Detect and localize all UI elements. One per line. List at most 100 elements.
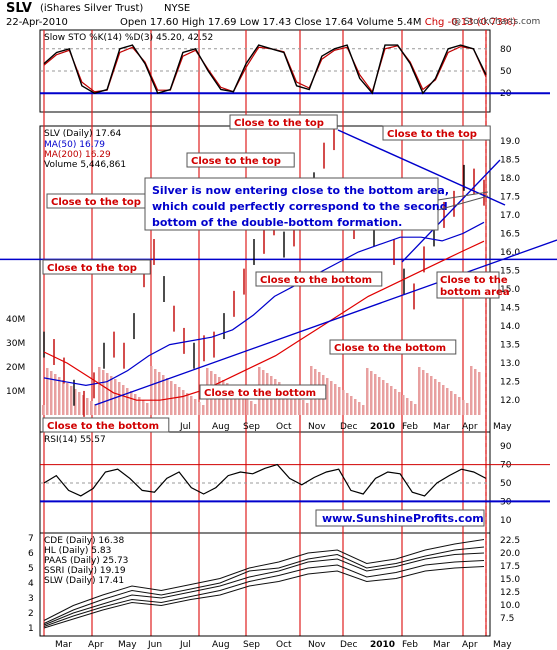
- note-pointer: [437, 191, 489, 201]
- stocks-legend-item: CDE (Daily) 16.38: [44, 536, 124, 546]
- volume-bar: [126, 388, 129, 415]
- volume-bar: [458, 397, 461, 415]
- volume-bar: [114, 379, 117, 415]
- volume-bar: [394, 389, 397, 415]
- price-x-tick: Apr: [462, 422, 478, 432]
- volume-bar: [454, 394, 457, 415]
- volume-bar: [230, 386, 233, 415]
- price-legend-item: MA(200) 16.29: [44, 150, 111, 160]
- volume-bar: [246, 398, 249, 415]
- volume-bar: [474, 369, 477, 415]
- note-pointer: [437, 195, 489, 211]
- annotation-text: Close to the top: [191, 156, 281, 167]
- volume-bar: [390, 386, 393, 415]
- volume-bar: [162, 375, 165, 415]
- annotation-text: Close to the top: [47, 263, 137, 274]
- quote-close: Close 17.64: [294, 17, 354, 28]
- rsi-tick-label: 50: [500, 479, 512, 489]
- stock-line: [43, 560, 485, 627]
- price-x-tick: May: [493, 422, 512, 432]
- price-tick-label: 17.5: [500, 192, 520, 202]
- annotation-box: [329, 339, 457, 355]
- stocks-x-tick: Aug: [212, 640, 230, 650]
- stocks-x-tick: 2010: [370, 640, 395, 650]
- volume-bar: [74, 389, 77, 415]
- price-tick-label: 15.5: [500, 267, 520, 277]
- price-x-tick: Aug: [212, 422, 230, 432]
- annotation-box: [186, 152, 295, 168]
- annotation-text: Close to the bottom: [204, 388, 316, 399]
- volume-bar: [342, 390, 345, 415]
- annotation-box: [382, 125, 491, 141]
- volume-bar: [254, 404, 257, 415]
- price-tick-label: 18.5: [500, 155, 520, 165]
- volume-bar: [466, 403, 469, 415]
- stocks-x-tick: Apr: [88, 640, 104, 650]
- price-tick-label: 15.0: [500, 285, 520, 295]
- stocks-legend-item: SSRI (Daily) 19.19: [44, 566, 126, 576]
- volume-bar: [462, 400, 465, 415]
- stocks-legend-item: HL (Daily) 5.83: [44, 546, 111, 556]
- center-note-box: [144, 177, 439, 231]
- price-tick-label: 19.0: [500, 137, 520, 147]
- stock-line: [43, 552, 485, 626]
- price-tick-label: 14.0: [500, 322, 520, 332]
- volume-bar: [194, 399, 197, 415]
- annotation-text: Close to the: [440, 275, 508, 286]
- volume-bar: [66, 383, 69, 415]
- stocks-left-tick: 2: [28, 609, 34, 619]
- volume-bar: [418, 367, 421, 415]
- volume-bar: [426, 373, 429, 415]
- stocks-right-tick: 7.5: [500, 614, 514, 624]
- price-tick-label: 12.0: [500, 396, 520, 406]
- volume-bar: [470, 366, 473, 415]
- volume-bar: [326, 378, 329, 415]
- volume-bar: [122, 385, 125, 415]
- volume-bar: [306, 403, 309, 415]
- volume-bar: [446, 388, 449, 415]
- annotation-text: Close to the top: [51, 197, 141, 208]
- rsi-tick-label: 90: [500, 442, 512, 452]
- volume-bar: [442, 385, 445, 415]
- price-tick-label: 16.5: [500, 229, 520, 239]
- volume-bar: [238, 392, 241, 415]
- volume-bar: [98, 367, 101, 415]
- volume-bar: [186, 393, 189, 415]
- stockcharts-credit: @ StockCharts.com: [452, 17, 541, 27]
- quote-high: High 17.69: [181, 17, 237, 28]
- quote-open: Open 17.60: [120, 17, 179, 28]
- volume-bar: [234, 389, 237, 415]
- volume-bar: [402, 395, 405, 415]
- volume-bar: [286, 388, 289, 415]
- volume-bar: [350, 396, 353, 415]
- stocks-x-tick: May: [118, 640, 137, 650]
- volume-bar: [334, 384, 337, 415]
- volume-tick-label: 40M: [6, 315, 25, 325]
- volume-bar: [362, 405, 365, 415]
- ticker-name: (iShares Silver Trust): [40, 3, 144, 14]
- volume-bar: [302, 400, 305, 415]
- volume-bar: [62, 380, 65, 415]
- ma50-line: [43, 221, 485, 387]
- stocks-right-tick: 20.0: [500, 549, 520, 559]
- volume-bar: [106, 373, 109, 415]
- price-tick-label: 12.5: [500, 378, 520, 388]
- stocks-left-tick: 7: [28, 534, 34, 544]
- sto-tick-label: 80: [500, 45, 512, 55]
- stocks-x-tick: May: [493, 640, 512, 650]
- price-legend-item: Volume 5,446,861: [44, 160, 126, 170]
- quote-change: Chg -0.13 (0.73%): [424, 17, 517, 28]
- volume-bar: [78, 392, 81, 415]
- volume-bar: [58, 377, 61, 415]
- stocks-legend-item: SLW (Daily) 17.41: [44, 576, 124, 586]
- annotation-text: Close to the top: [234, 118, 324, 129]
- volume-bar: [86, 398, 89, 415]
- stocks-right-tick: 15.0: [500, 575, 520, 585]
- stocks-x-tick: Nov: [308, 640, 326, 650]
- price-x-tick: Nov: [308, 422, 326, 432]
- volume-bar: [406, 398, 409, 415]
- exchange: NYSE: [164, 3, 191, 14]
- volume-bar: [150, 366, 153, 415]
- price-legend-item: MA(50) 16.79: [44, 140, 105, 150]
- center-note-text: bottom of the double-bottom formation.: [152, 216, 402, 229]
